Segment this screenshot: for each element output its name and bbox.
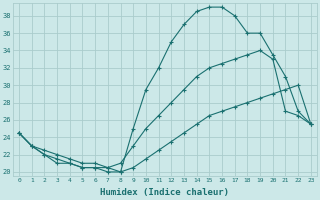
X-axis label: Humidex (Indice chaleur): Humidex (Indice chaleur) [100,188,229,197]
